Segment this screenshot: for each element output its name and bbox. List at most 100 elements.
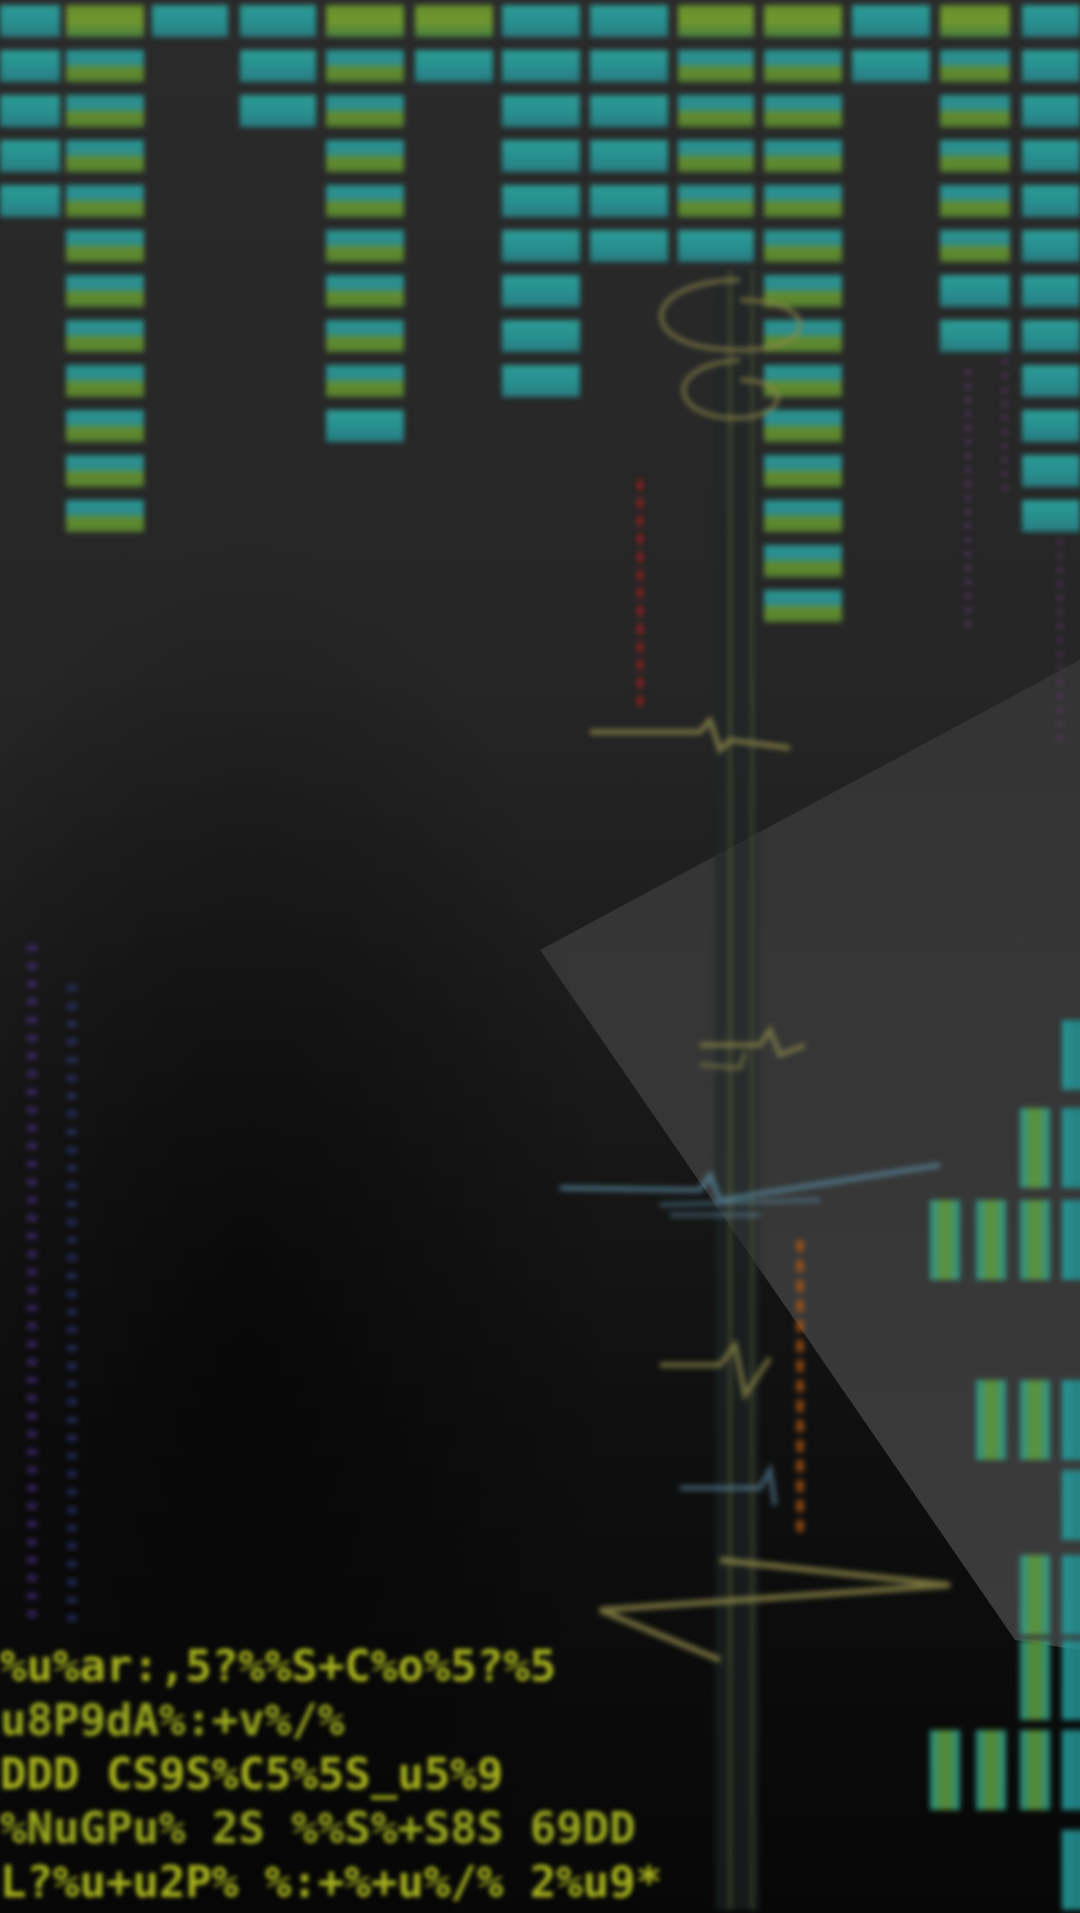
grid-cell	[852, 50, 930, 82]
grid-cell	[66, 140, 144, 172]
grid-bar	[1020, 1640, 1050, 1720]
grid-cell	[678, 230, 754, 262]
grid-cell	[66, 50, 144, 82]
grid-cell	[1022, 230, 1080, 262]
grid-cell	[764, 275, 842, 307]
grid-cell	[66, 320, 144, 352]
grid-cell	[502, 275, 580, 307]
grid-cell	[66, 455, 144, 487]
grid-cell	[1022, 140, 1080, 172]
grid-cell	[502, 185, 580, 217]
grid-cell	[502, 95, 580, 127]
trace-spike	[699, 1051, 747, 1071]
grid-cell	[326, 95, 404, 127]
grid-bar	[1062, 1640, 1080, 1720]
grid-cell	[1022, 455, 1080, 487]
grid-cell	[590, 5, 668, 37]
grid-cell	[1022, 95, 1080, 127]
grid-bar	[1062, 1555, 1080, 1635]
grid-cell	[326, 185, 404, 217]
grid-cell	[66, 230, 144, 262]
grid-cell	[1022, 365, 1080, 397]
grid-bar	[1062, 1730, 1080, 1810]
grid-bar	[1062, 1470, 1080, 1540]
grid-cell	[66, 275, 144, 307]
grid-cell	[764, 455, 842, 487]
grid-cell	[66, 365, 144, 397]
trace-spike	[660, 1339, 773, 1402]
grid-bar	[1062, 1830, 1080, 1910]
grid-bar	[1020, 1730, 1050, 1810]
grid-bar	[976, 1380, 1006, 1460]
trace-zigzag	[598, 1557, 951, 1663]
trace-loop	[681, 358, 780, 421]
grid-bar	[1020, 1108, 1050, 1188]
grid-cell	[590, 185, 668, 217]
grid-cell	[764, 140, 842, 172]
grid-cell	[678, 185, 754, 217]
status-line: L?%u+u2P% %:+%+u%/% 2%u9*	[0, 1857, 663, 1908]
grid-cell	[326, 5, 404, 37]
grid-cell	[852, 5, 930, 37]
grid-cell	[326, 230, 404, 262]
grid-cell	[764, 410, 842, 442]
grid-bar	[1062, 1108, 1080, 1188]
grid-cell	[66, 5, 144, 37]
grid-cell	[764, 500, 842, 532]
grid-cell	[326, 410, 404, 442]
trace-spike	[590, 714, 791, 755]
grid-cell	[326, 140, 404, 172]
grid-cell	[590, 140, 668, 172]
grid-cell	[66, 185, 144, 217]
trace-loop	[659, 278, 802, 353]
trace-spike	[700, 1024, 806, 1059]
status-line: u8P9dA%:+v%/%	[0, 1695, 345, 1746]
grid-cell	[66, 410, 144, 442]
grid-cell	[326, 320, 404, 352]
grid-cell	[502, 230, 580, 262]
grid-cell	[152, 5, 228, 37]
grid-cell	[240, 5, 316, 37]
status-text-block: %u%ar:,5?%%S+C%o%5?%5 u8P9dA%:+v%/% DDD …	[0, 1640, 720, 1910]
grid-bar	[976, 1730, 1006, 1810]
grid-cell	[1022, 50, 1080, 82]
grid-cell	[764, 50, 842, 82]
grid-cell	[0, 50, 60, 82]
grid-cell	[0, 5, 60, 37]
grid-bar	[1062, 1200, 1080, 1280]
grid-bar	[1020, 1200, 1050, 1280]
grid-cell	[590, 50, 668, 82]
grid-cell	[940, 230, 1010, 262]
status-line: DDD CS9S%C5%5S_u5%9	[0, 1749, 504, 1800]
grid-bar	[1062, 1380, 1080, 1460]
grid-cell	[0, 95, 60, 127]
grid-cell	[764, 545, 842, 577]
grid-cell	[502, 50, 580, 82]
grid-cell	[678, 5, 754, 37]
grid-cell	[0, 185, 60, 217]
grid-cell	[1022, 410, 1080, 442]
grid-cell	[940, 320, 1010, 352]
grid-cell	[502, 140, 580, 172]
trace-blue	[659, 1198, 821, 1217]
grid-cell	[678, 140, 754, 172]
grid-cell	[764, 5, 842, 37]
grid-cell	[1022, 320, 1080, 352]
grid-cell	[326, 365, 404, 397]
status-line: %u%ar:,5?%%S+C%o%5?%5	[0, 1641, 557, 1692]
grid-bar	[1020, 1555, 1050, 1635]
grid-cell	[0, 140, 60, 172]
grid-cell	[240, 50, 316, 82]
grid-cell	[678, 50, 754, 82]
grid-cell	[1022, 275, 1080, 307]
background-vignette	[0, 520, 620, 1913]
grid-cell	[764, 590, 842, 622]
grid-cell	[940, 5, 1010, 37]
grid-cell	[940, 140, 1010, 172]
grid-cell	[678, 95, 754, 127]
grid-cell	[1022, 185, 1080, 217]
grid-cell	[415, 5, 493, 37]
status-line: %NuGPu% 2S %%S%+S8S 69DD	[0, 1803, 636, 1854]
